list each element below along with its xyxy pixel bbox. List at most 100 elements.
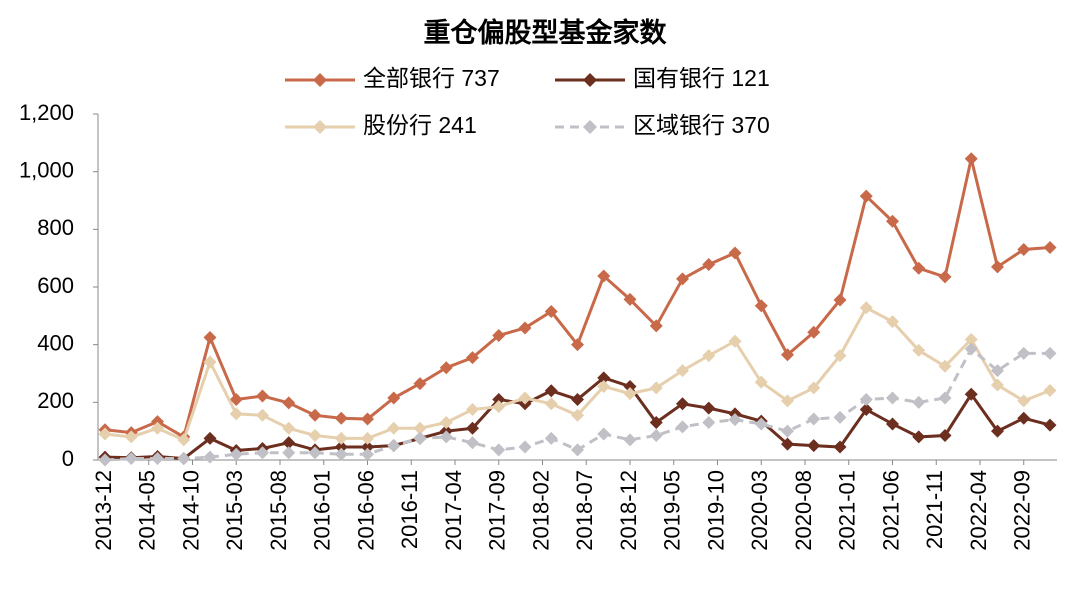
marker (229, 392, 243, 406)
marker (282, 421, 296, 435)
marker (991, 364, 1004, 378)
legend-marker (313, 120, 327, 134)
marker (282, 436, 296, 450)
marker (938, 428, 952, 442)
marker (98, 453, 112, 467)
marker (334, 431, 348, 445)
marker (781, 394, 794, 408)
chart-title: 重仓偏股型基金家数 (424, 17, 668, 48)
marker (334, 447, 348, 461)
marker (571, 443, 584, 457)
marker (886, 391, 899, 405)
marker (492, 392, 506, 406)
marker (361, 431, 374, 445)
marker (308, 446, 322, 460)
y-tick-label: 200 (37, 388, 74, 413)
marker (334, 440, 348, 454)
marker (439, 430, 453, 444)
y-tick-label: 600 (37, 273, 74, 298)
x-tick-label: 2018-02 (528, 470, 553, 551)
x-tick-label: 2016-01 (310, 470, 335, 551)
x-tick-label: 2016-06 (353, 470, 378, 551)
x-tick-label: 2017-09 (485, 470, 510, 551)
marker (466, 421, 479, 435)
marker (361, 412, 374, 426)
marker (203, 450, 217, 464)
marker (308, 408, 322, 422)
y-tick-label: 0 (62, 446, 74, 471)
y-tick-label: 400 (37, 330, 74, 355)
marker (728, 246, 742, 260)
y-tick-label: 1,200 (19, 100, 74, 125)
marker (676, 272, 689, 286)
marker (912, 395, 926, 409)
x-tick-label: 2019-05 (660, 470, 685, 551)
y-tick-label: 800 (37, 215, 74, 240)
marker (912, 343, 926, 357)
marker (886, 315, 899, 329)
marker (964, 387, 978, 401)
x-tick-label: 2018-12 (616, 470, 641, 551)
marker (859, 403, 873, 417)
marker (387, 439, 401, 453)
marker (623, 433, 637, 447)
marker (544, 431, 558, 445)
legend-marker (583, 73, 597, 87)
x-tick-label: 2014-10 (178, 470, 203, 551)
x-tick-label: 2021-06 (878, 470, 903, 551)
marker (1043, 346, 1057, 360)
marker (413, 431, 427, 445)
x-tick-label: 2015-08 (266, 470, 291, 551)
marker (151, 415, 164, 429)
marker (702, 401, 716, 415)
marker (124, 452, 138, 466)
marker (754, 375, 768, 389)
marker (964, 342, 978, 356)
marker (203, 330, 217, 344)
marker (466, 436, 479, 450)
marker (964, 332, 978, 346)
x-tick-label: 2013-12 (91, 470, 116, 551)
marker (676, 397, 689, 411)
marker (886, 417, 899, 431)
legend-label: 全部银行 737 (363, 65, 500, 91)
marker (361, 440, 374, 454)
legend-label: 股份行 241 (363, 112, 477, 138)
marker (754, 299, 768, 313)
marker (938, 270, 952, 284)
marker (571, 392, 584, 406)
marker (728, 334, 742, 348)
x-tick-label: 2015-03 (222, 470, 247, 551)
legend-marker (583, 120, 597, 134)
marker (177, 433, 191, 447)
x-tick-label: 2018-07 (572, 470, 597, 551)
marker (1017, 394, 1031, 408)
marker (229, 447, 243, 461)
marker (544, 384, 558, 398)
marker (571, 408, 584, 422)
marker (912, 261, 926, 275)
marker (859, 392, 873, 406)
legend-label: 区域银行 370 (633, 112, 770, 138)
x-tick-label: 2019-10 (703, 470, 728, 551)
marker (518, 440, 532, 454)
marker (623, 292, 637, 306)
marker (203, 355, 217, 369)
marker (649, 319, 663, 333)
x-tick-label: 2021-01 (835, 470, 860, 551)
marker (886, 214, 899, 228)
marker (492, 328, 506, 342)
legend-marker (313, 73, 327, 87)
marker (833, 410, 847, 424)
marker (334, 411, 348, 425)
marker (781, 424, 794, 438)
marker (1043, 418, 1057, 432)
marker (282, 396, 296, 410)
marker (544, 397, 558, 411)
marker (833, 349, 847, 363)
marker (702, 349, 716, 363)
x-tick-label: 2022-04 (966, 470, 991, 551)
marker (938, 391, 952, 405)
marker (833, 440, 847, 454)
